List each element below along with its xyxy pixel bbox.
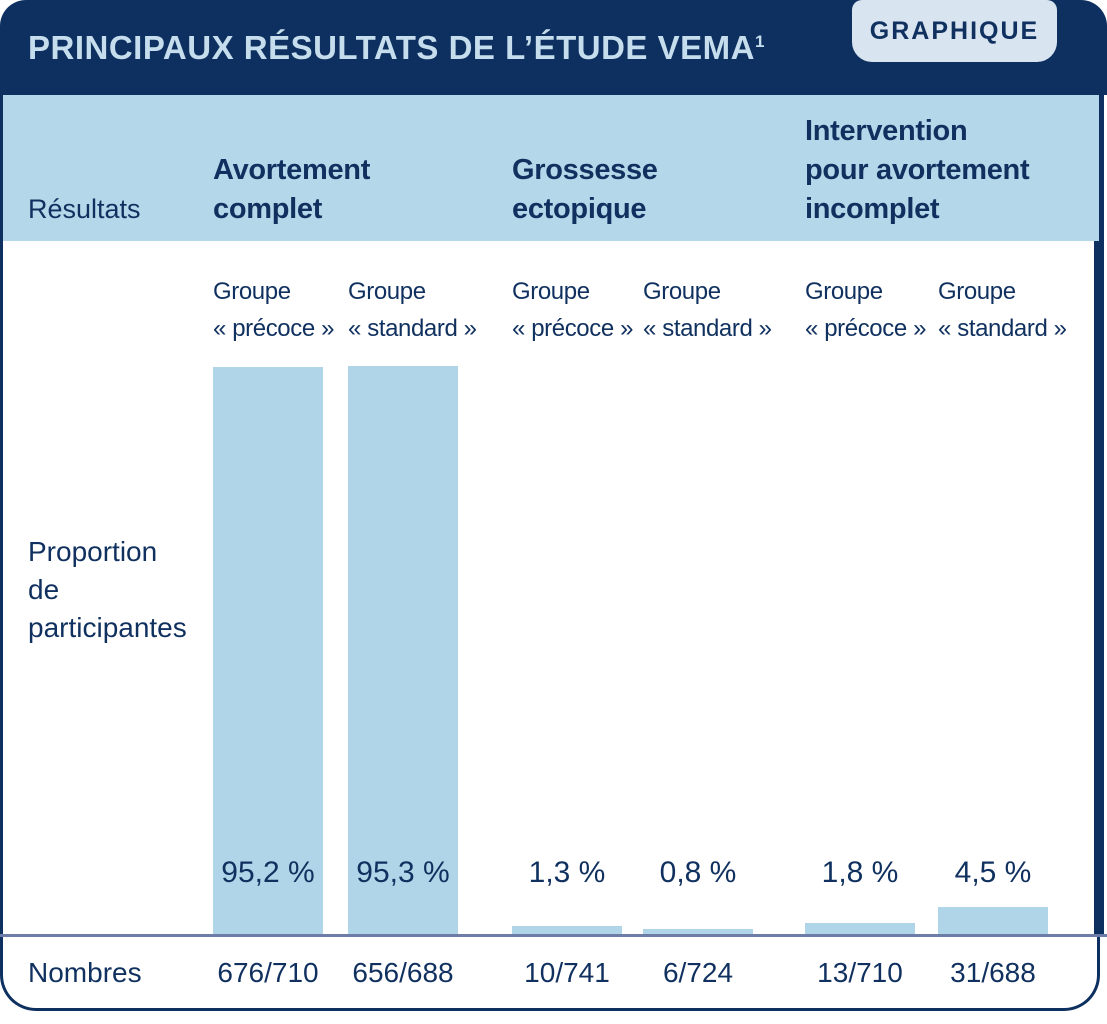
bar-intervention-standard xyxy=(938,907,1048,934)
category-header-avortement-complet: Avortement complet xyxy=(213,154,371,225)
page-title-text: PRINCIPAUX RÉSULTATS DE L’ÉTUDE VEMA xyxy=(28,28,755,66)
group-label-standard-3: Groupe « standard » xyxy=(938,278,1067,342)
page-title: PRINCIPAUX RÉSULTATS DE L’ÉTUDE VEMA1 xyxy=(28,29,765,67)
pct-label-avortement-complet-standard: 95,3 % xyxy=(356,856,450,889)
divider-line xyxy=(0,934,1107,937)
y-axis-label: Proportion de participantes xyxy=(28,536,187,643)
group-label-precoce-3: Groupe « précoce » xyxy=(805,278,927,342)
numbers-row: Nombres 676/710 656/688 10/741 6/724 13/… xyxy=(0,937,1100,1011)
graphique-badge: GRAPHIQUE xyxy=(852,0,1057,62)
category-header-grossesse-ectopique: Grossesse ectopique xyxy=(512,154,658,225)
pct-label-intervention-precoce: 1,8 % xyxy=(821,856,899,889)
results-row-label: Résultats xyxy=(28,194,141,224)
group-label-precoce-1: Groupe « précoce » xyxy=(213,278,335,342)
bar-grossesse-ectopique-precoce xyxy=(512,926,622,934)
bar-avortement-complet-standard xyxy=(348,366,458,934)
column-header-band: Résultats Avortement complet Grossesse e… xyxy=(0,95,1104,241)
card-header: PRINCIPAUX RÉSULTATS DE L’ÉTUDE VEMA1 GR… xyxy=(0,0,1107,95)
chart-plot-area: Proportion de participantes Groupe « pré… xyxy=(0,241,1104,934)
count-grossesse-ectopique-standard: 6/724 xyxy=(662,956,734,988)
group-label-standard-1: Groupe « standard » xyxy=(348,278,477,342)
group-label-standard-2: Groupe « standard » xyxy=(643,278,772,342)
group-label-precoce-2: Groupe « précoce » xyxy=(512,278,634,342)
bar-intervention-precoce xyxy=(805,923,915,934)
bar-grossesse-ectopique-standard xyxy=(643,929,753,934)
pct-label-avortement-complet-precoce: 95,2 % xyxy=(221,856,315,889)
count-intervention-precoce: 13/710 xyxy=(817,956,903,988)
title-footnote-marker: 1 xyxy=(754,31,765,51)
count-intervention-standard: 31/688 xyxy=(950,956,1036,988)
count-grossesse-ectopique-precoce: 10/741 xyxy=(524,956,610,988)
count-avortement-complet-standard: 656/688 xyxy=(352,956,454,988)
pct-label-intervention-standard: 4,5 % xyxy=(954,856,1032,889)
pct-label-grossesse-ectopique-precoce: 1,3 % xyxy=(528,856,606,889)
bar-avortement-complet-precoce xyxy=(213,367,323,934)
numbers-row-label: Nombres xyxy=(28,956,142,988)
category-header-intervention-incomplet: Intervention pour avortement incomplet xyxy=(805,115,1030,225)
count-avortement-complet-precoce: 676/710 xyxy=(217,956,319,988)
pct-label-grossesse-ectopique-standard: 0,8 % xyxy=(659,856,737,889)
